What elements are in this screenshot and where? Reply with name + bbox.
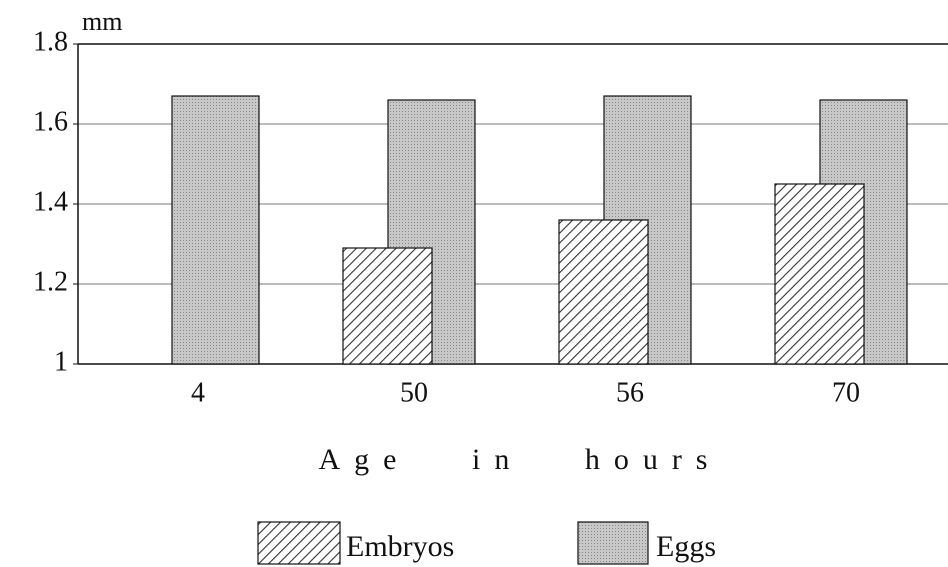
y-tick-label: 1.4 xyxy=(33,186,68,217)
y-tick-label: 1.8 xyxy=(33,26,68,57)
legend-label: Embryos xyxy=(346,530,454,563)
x-axis-label: Age in hours xyxy=(319,443,722,476)
x-tick-label: 70 xyxy=(832,377,860,408)
x-tick-label: 50 xyxy=(400,377,428,408)
legend-swatch xyxy=(257,521,341,565)
bar xyxy=(342,247,433,365)
legend-label: Eggs xyxy=(656,530,716,563)
bar xyxy=(558,219,649,365)
bar xyxy=(774,183,865,365)
y-tick-label: 1 xyxy=(54,346,68,377)
y-tick-label: 1.6 xyxy=(33,106,68,137)
y-tick-label: 1.2 xyxy=(33,266,68,297)
legend-swatch xyxy=(577,521,649,565)
bar xyxy=(171,95,260,365)
x-tick-label: 4 xyxy=(191,377,205,408)
y-axis-label: mm xyxy=(82,7,122,36)
x-tick-label: 56 xyxy=(616,377,644,408)
